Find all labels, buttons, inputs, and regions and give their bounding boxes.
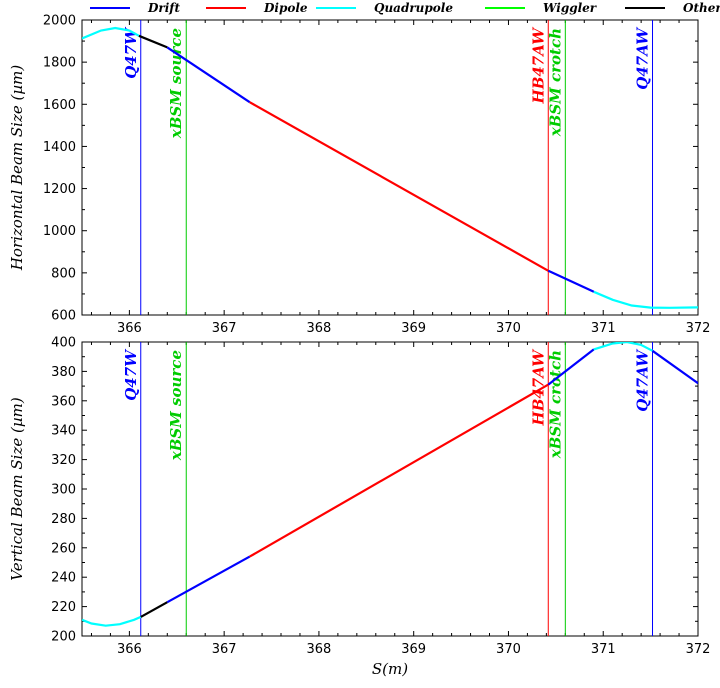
y-tick-label: 1200 <box>43 182 76 197</box>
series-other-segment <box>140 601 168 618</box>
top-panel: 600 800 1000 1200 1400 1600 1800 2000 366 367 368 3… <box>8 1 720 336</box>
y-tick-label: 380 <box>51 365 76 380</box>
marker-label: xBSM source <box>167 28 185 139</box>
x-tick-label: 371 <box>591 642 616 657</box>
series-drift-segment <box>547 348 595 386</box>
marker-label: Q47W <box>122 26 140 79</box>
y-tick-label: 300 <box>51 483 76 498</box>
y-axis-title: Vertical Beam Size (µm) <box>8 397 26 581</box>
legend-label: Dipole <box>263 1 308 15</box>
marker-label: Q47W <box>122 348 140 401</box>
y-tick-label: 1800 <box>43 56 76 71</box>
marker-label: Q47AW <box>634 26 652 90</box>
series-quadrupole-segment <box>593 342 654 352</box>
series-dipole-segment <box>249 383 549 558</box>
series-drift-segment <box>166 46 251 104</box>
legend: Drift Dipole Quadrupole Wiggler Other <box>90 1 720 15</box>
y-tick-label: 320 <box>51 453 76 468</box>
y-tick-label: 340 <box>51 424 76 439</box>
legend-label: Wiggler <box>543 1 598 15</box>
marker-label: xBSM crotch <box>546 28 564 137</box>
legend-label: Other <box>683 1 720 15</box>
marker-label: xBSM source <box>167 350 185 461</box>
y-tick-label: 1000 <box>43 224 76 239</box>
x-tick-label: 372 <box>686 642 711 657</box>
x-tick-label: 369 <box>401 321 426 336</box>
x-tick-label: 368 <box>307 642 332 657</box>
series-drift-segment <box>651 349 698 385</box>
y-tick-label: 600 <box>51 309 76 324</box>
y-tick-label: 1600 <box>43 98 76 113</box>
y-tick-label: 360 <box>51 394 76 409</box>
y-axis-title: Horizontal Beam Size (µm) <box>8 65 26 271</box>
marker-label: HB47AW <box>529 26 547 105</box>
y-tick-label: 800 <box>51 266 76 281</box>
series-dipole-segment <box>249 101 549 272</box>
y-tick-label: 2000 <box>43 14 76 29</box>
y-tick-label: 1400 <box>43 140 76 155</box>
x-tick-label: 366 <box>117 321 142 336</box>
x-tick-label: 366 <box>117 642 142 657</box>
y-tick-label: 280 <box>51 512 76 527</box>
y-tick-label: 260 <box>51 541 76 556</box>
y-tick-label: 200 <box>51 630 76 645</box>
x-tick-label: 370 <box>496 642 521 657</box>
y-tick-label: 240 <box>51 571 76 586</box>
series-other-segment <box>138 34 168 49</box>
y-tick-label: 400 <box>51 336 76 351</box>
x-tick-label: 367 <box>212 321 237 336</box>
series-drift-segment <box>547 269 595 293</box>
legend-label: Drift <box>147 1 180 15</box>
series-quadrupole-segment <box>82 615 142 627</box>
x-tick-label: 369 <box>401 642 426 657</box>
x-tick-label: 370 <box>496 321 521 336</box>
x-tick-label: 368 <box>307 321 332 336</box>
y-tick-label: 220 <box>51 600 76 615</box>
legend-label: Quadrupole <box>374 1 453 15</box>
x-tick-label: 372 <box>686 321 711 336</box>
marker-label: HB47AW <box>529 348 547 427</box>
series-quadrupole-segment <box>593 290 698 309</box>
marker-label: Q47AW <box>634 348 652 412</box>
x-axis-title: S(m) <box>372 660 408 678</box>
marker-label: xBSM crotch <box>546 350 564 459</box>
bottom-panel: 200 220 240 260 280 300 320 340 360 380 400 366 367 3… <box>8 336 710 679</box>
series-quadrupole-segment <box>82 26 140 40</box>
x-tick-label: 371 <box>591 321 616 336</box>
series-drift-segment <box>166 555 251 604</box>
x-tick-label: 367 <box>212 642 237 657</box>
